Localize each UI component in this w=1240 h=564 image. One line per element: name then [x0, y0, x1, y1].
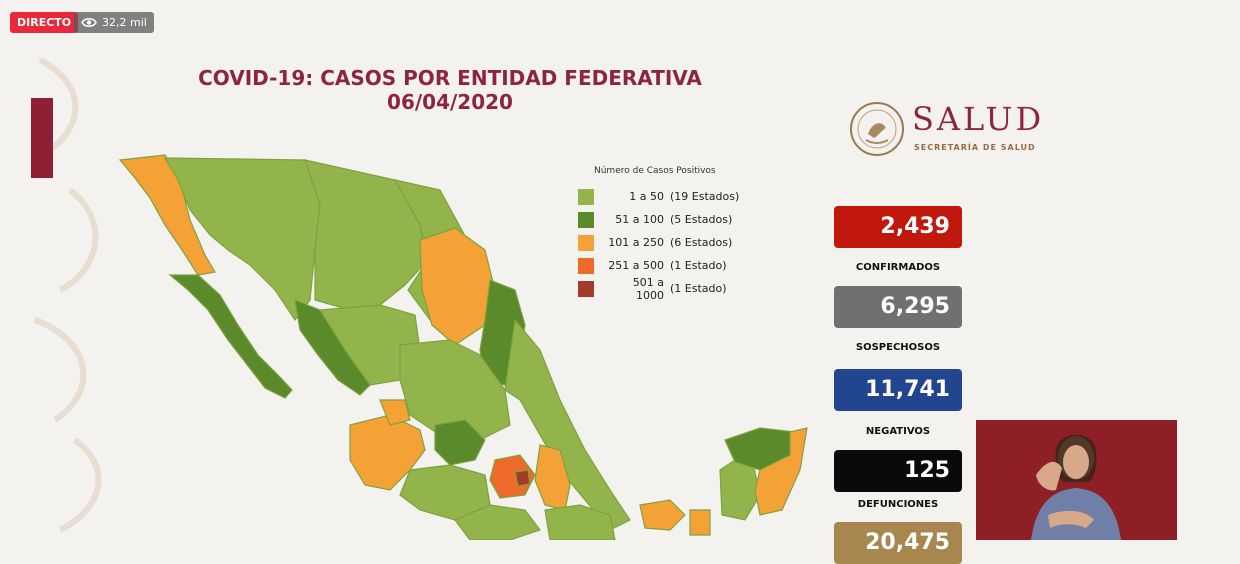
- stat-confirmed-value: 2,439: [834, 206, 962, 248]
- legend-item: 501 a 1000 (1 Estado): [578, 275, 739, 302]
- stat-confirmed-label: CONFIRMADOS: [855, 262, 941, 273]
- legend-count: (1 Estado): [670, 282, 727, 295]
- viewer-count-text: 32,2 mil: [102, 16, 147, 29]
- legend-title: Número de Casos Positivos: [594, 166, 716, 176]
- legend-swatch: [578, 257, 594, 274]
- state-guanajuato: [434, 419, 486, 466]
- legend-swatch: [578, 188, 594, 205]
- legend-swatch: [578, 211, 594, 228]
- sign-language-interpreter-video: [976, 420, 1177, 540]
- legend-range: 101 a 250: [608, 236, 664, 249]
- title-line-1: COVID-19: CASOS POR ENTIDAD FEDERATIVA: [198, 66, 702, 90]
- legend-item: 1 a 50 (19 Estados): [578, 185, 739, 208]
- page-title: COVID-19: CASOS POR ENTIDAD FEDERATIVA 0…: [150, 66, 750, 114]
- state-estado-de-mexico: [489, 454, 536, 499]
- national-emblem-icon: [850, 102, 904, 156]
- legend-count: (1 Estado): [670, 259, 727, 272]
- legend-swatch: [578, 280, 594, 297]
- legend-item: 251 a 500 (1 Estado): [578, 254, 739, 277]
- stat-total-value: 20,475: [834, 522, 962, 564]
- stat-deaths-label: DEFUNCIONES: [857, 499, 939, 510]
- salud-logo: SALUD SECRETARÍA DE SALUD: [848, 100, 1078, 160]
- map-legend: Número de Casos Positivos 1 a 50 (19 Est…: [578, 166, 739, 302]
- live-badge: DIRECTO: [10, 12, 79, 33]
- state-cdmx: [514, 469, 531, 487]
- eye-icon: [81, 17, 97, 28]
- stat-suspected-label: SOSPECHOSOS: [855, 342, 941, 353]
- interpreter-image: [976, 420, 1177, 540]
- legend-range: 251 a 500: [608, 259, 664, 272]
- legend-count: (19 Estados): [670, 190, 740, 203]
- viewer-count: 32,2 mil: [74, 12, 154, 33]
- stat-deaths-value: 125: [834, 450, 962, 492]
- state-tabasco: [639, 499, 686, 531]
- state-oaxaca: [544, 504, 616, 540]
- state-central-north: [399, 339, 511, 441]
- stat-negative-value: 11,741: [834, 369, 962, 411]
- legend-count: (6 Estados): [670, 236, 733, 249]
- legend-range: 1 a 50: [629, 190, 664, 203]
- legend-item: 51 a 100 (5 Estados): [578, 208, 739, 231]
- mexico-map: [118, 154, 808, 540]
- stat-negative-label: NEGATIVOS: [865, 426, 931, 437]
- stat-suspected-value: 6,295: [834, 286, 962, 328]
- legend-range: 501 a 1000: [632, 275, 664, 302]
- legend-range: 51 a 100: [615, 213, 664, 226]
- brand-name: SALUD: [912, 100, 1045, 138]
- legend-item: 101 a 250 (6 Estados): [578, 231, 739, 254]
- state-quintana-roo: [754, 427, 808, 516]
- state-guerrero: [454, 504, 541, 540]
- decorative-pattern: [33, 57, 102, 533]
- state-nayarit: [379, 399, 411, 426]
- legend-count: (5 Estados): [670, 213, 733, 226]
- brand-subtitle: SECRETARÍA DE SALUD: [914, 143, 1036, 152]
- state-baja-california-sur: [168, 274, 293, 399]
- legend-swatch: [578, 234, 594, 251]
- title-line-2: 06/04/2020: [387, 90, 513, 114]
- state-chiapas: [689, 509, 711, 536]
- maroon-accent-bar: [31, 98, 53, 178]
